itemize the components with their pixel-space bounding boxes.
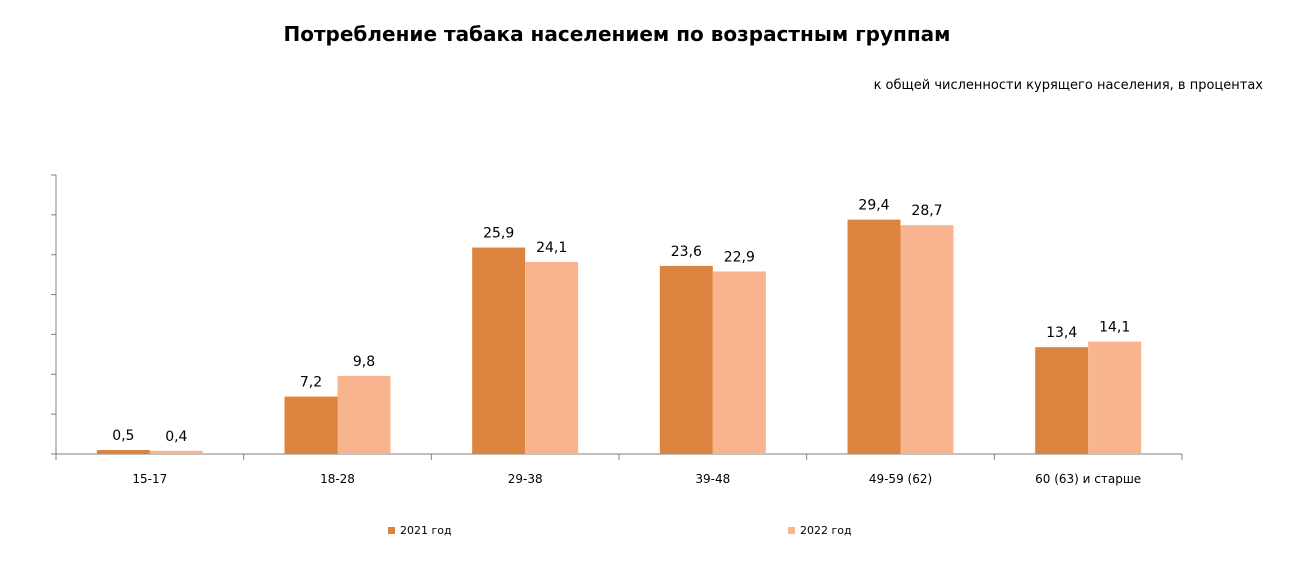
data-label: 0,4: [165, 429, 187, 445]
x-tick-label: 29-38: [508, 472, 543, 486]
legend-swatch-2021: [388, 527, 395, 534]
data-label: 13,4: [1046, 325, 1077, 341]
chart-title: Потребление табака населением по возраст…: [283, 22, 951, 46]
bar-2022: [712, 271, 766, 454]
data-label: 9,8: [353, 354, 375, 370]
bar-2021: [284, 396, 338, 454]
x-tick-label: 39-48: [695, 472, 730, 486]
data-label: 0,5: [112, 428, 134, 444]
x-tick-label: 18-28: [320, 472, 355, 486]
data-label: 7,2: [300, 375, 322, 391]
legend-label-2021: 2021 год: [400, 524, 452, 537]
data-label: 14,1: [1099, 320, 1130, 336]
bar-2021: [659, 265, 713, 454]
legend-label-2022: 2022 год: [800, 524, 852, 537]
legend-item-2022: 2022 год: [788, 524, 852, 537]
x-tick-label: 49-59 (62): [869, 472, 932, 486]
bar-2021: [847, 219, 901, 454]
data-label: 25,9: [483, 226, 514, 242]
data-label: 22,9: [724, 249, 755, 265]
bar-2021: [1035, 347, 1089, 454]
bar-2022: [149, 450, 203, 454]
data-label: 28,7: [911, 203, 942, 219]
bar-2021: [96, 450, 150, 454]
bar-2022: [337, 375, 391, 454]
x-tick-label: 15-17: [132, 472, 167, 486]
data-label: 24,1: [536, 240, 567, 256]
legend-item-2021: 2021 год: [388, 524, 452, 537]
data-label: 29,4: [858, 198, 889, 214]
bar-2022: [900, 225, 954, 454]
x-tick-label: 60 (63) и старше: [1035, 472, 1141, 486]
bar-2022: [525, 261, 579, 454]
legend-swatch-2022: [788, 527, 795, 534]
bar-2021: [472, 247, 526, 454]
bar-2022: [1088, 341, 1142, 454]
chart-subtitle: к общей численности курящего населения, …: [873, 78, 1263, 93]
data-label: 23,6: [671, 244, 702, 260]
